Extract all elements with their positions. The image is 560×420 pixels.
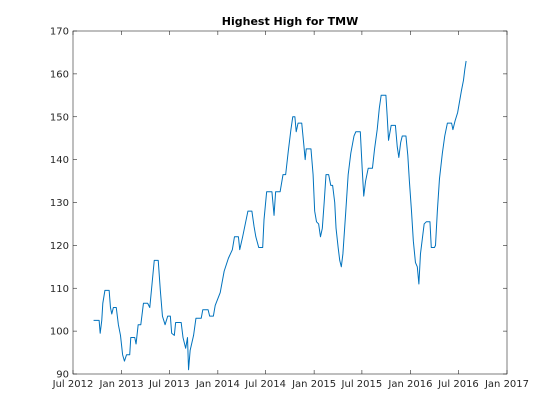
series-line-highest-high <box>93 60 467 371</box>
x-tick-label: Jan 2014 <box>195 379 240 390</box>
y-tick-label: 130 <box>50 198 69 209</box>
x-tick-label: Jan 2017 <box>484 379 529 390</box>
y-tick-label: 110 <box>50 284 69 295</box>
x-tick-label: Jan 2016 <box>387 379 432 390</box>
x-axis: Jul 2012 Jan 2013 Jul 2013 Jan 2014 Jul 2014… <box>52 31 529 390</box>
y-tick-label: 100 <box>50 327 69 338</box>
chart-title: Highest High for TMW <box>222 15 358 28</box>
y-tick-label: 90 <box>56 370 69 381</box>
y-tick-label: 160 <box>50 69 69 80</box>
x-tick-label: Jul 2015 <box>341 379 383 390</box>
plot-area <box>72 30 508 375</box>
y-tick-label: 150 <box>50 112 69 123</box>
x-tick-label: Jan 2013 <box>99 379 144 390</box>
x-tick-label: Jul 2013 <box>148 379 190 390</box>
y-tick-label: 170 <box>50 27 69 38</box>
x-tick-label: Jan 2015 <box>291 379 336 390</box>
y-tick-label: 140 <box>50 155 69 166</box>
y-tick-label: 120 <box>50 241 69 252</box>
x-tick-label: Jul 2016 <box>437 379 479 390</box>
x-tick-label: Jul 2012 <box>52 379 94 390</box>
y-axis: 90 100 110 120 130 140 150 160 170 <box>50 27 507 381</box>
x-tick-label: Jul 2014 <box>244 379 286 390</box>
